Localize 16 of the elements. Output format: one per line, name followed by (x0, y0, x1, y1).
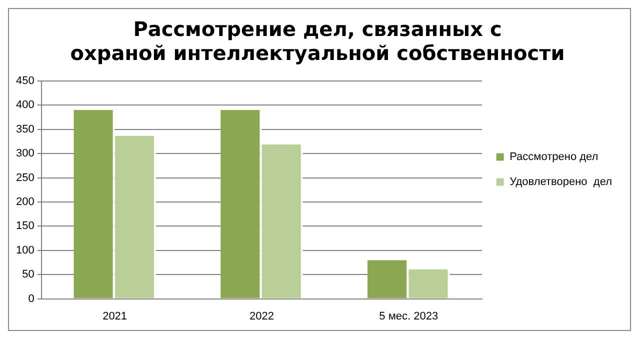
y-tick-label: 200 (16, 196, 34, 208)
y-tick-label: 450 (16, 75, 34, 88)
y-tick-label: 50 (22, 268, 34, 281)
chart-title: Рассмотрение дел, связанных с охраной интеллектуальной собственности (70, 17, 565, 66)
x-tick-label: 2022 (249, 310, 274, 322)
y-tick-label: 400 (16, 99, 34, 112)
legend-label: Рассмотрено дел (510, 151, 598, 164)
x-tick-label: 2021 (102, 310, 128, 322)
legend-label: Удовлетворено дел (510, 176, 612, 188)
y-tick-label: 300 (16, 148, 34, 160)
y-tick-label: 0 (28, 292, 34, 305)
y-tick-label: 350 (16, 123, 34, 136)
y-tick-label: 100 (16, 244, 34, 256)
x-tick-label: 5 мес. 2023 (379, 310, 438, 322)
y-tick-label: 250 (16, 172, 34, 184)
y-tick-label: 150 (16, 220, 34, 232)
